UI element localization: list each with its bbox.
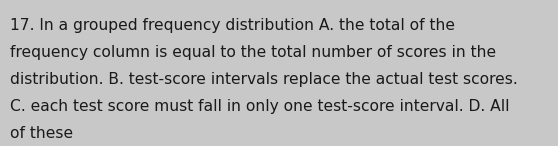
Text: C. each test score must fall in only one test-score interval. D. All: C. each test score must fall in only one…	[10, 99, 509, 114]
Text: distribution. B. test-score intervals replace the actual test scores.: distribution. B. test-score intervals re…	[10, 72, 518, 87]
Text: frequency column is equal to the total number of scores in the: frequency column is equal to the total n…	[10, 45, 496, 60]
Text: 17. In a grouped frequency distribution A. the total of the: 17. In a grouped frequency distribution …	[10, 18, 455, 33]
Text: of these: of these	[10, 126, 73, 141]
